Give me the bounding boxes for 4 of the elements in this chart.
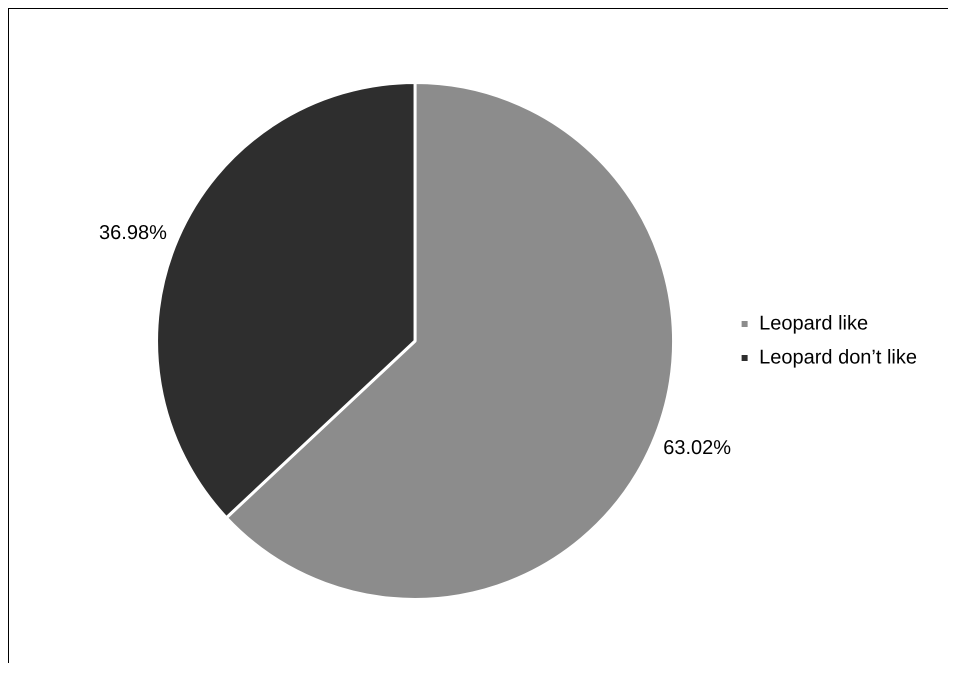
legend-label: Leopard don’t like	[759, 346, 917, 369]
data-label: 36.98%	[99, 222, 168, 244]
legend-label: Leopard like	[759, 312, 868, 335]
data-label: 63.02%	[663, 437, 732, 460]
